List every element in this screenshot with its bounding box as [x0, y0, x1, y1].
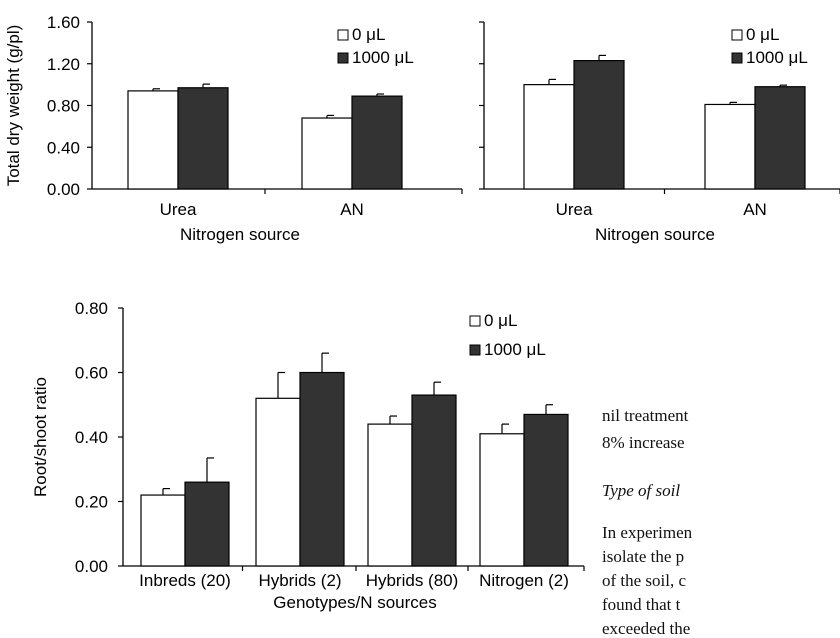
- y-tick-label: 0.00: [47, 180, 80, 199]
- y-tick-label: 0.80: [47, 97, 80, 116]
- y-tick-label: 0.20: [75, 493, 108, 512]
- legend-swatch: [469, 344, 481, 356]
- x-tick-label: Hybrids (2): [258, 571, 341, 590]
- bar-treated: [177, 87, 229, 190]
- bar-treated: [573, 60, 625, 190]
- legend-swatch: [337, 52, 349, 64]
- x-tick-label: Urea: [556, 200, 593, 219]
- chart-panel-b: Urea AN Nitrogen source 0 μL 1000 μL: [479, 21, 840, 244]
- text-line-nil-treatment: nil treatment: [602, 406, 689, 425]
- x-axis-label: Nitrogen source: [595, 225, 715, 244]
- y-tick-label: 1.60: [47, 13, 80, 32]
- text-line-increase: 8% increase: [602, 433, 685, 452]
- x-tick-label: Nitrogen (2): [479, 571, 569, 590]
- chart-panel-c: 0.00 0.20 0.40 0.60 0.80 Inbreds (20) Hybrids …: [31, 299, 585, 612]
- paragraph-line-2: isolate the p: [602, 547, 685, 566]
- paragraph-line-5: exceeded the: [602, 619, 691, 638]
- legend-label: 1000 μL: [746, 48, 808, 67]
- legend-swatch: [731, 29, 743, 41]
- legend-label: 0 μL: [352, 25, 385, 44]
- bar-treated: [184, 481, 230, 567]
- figure-canvas: 0.00 0.40 0.80 1.20 1.60 Urea AN Nitrogen sourc…: [4, 13, 840, 612]
- y-tick-label: 0.40: [75, 428, 108, 447]
- x-tick-label: Urea: [160, 200, 197, 219]
- bar-treated: [411, 394, 457, 567]
- y-tick-label: 0.40: [47, 138, 80, 157]
- legend-swatch: [469, 315, 481, 327]
- bar-control: [301, 117, 353, 190]
- x-tick-label: AN: [340, 200, 364, 219]
- bar-control: [367, 423, 413, 567]
- legend-swatch: [337, 29, 349, 41]
- legend-label: 1000 μL: [352, 48, 414, 67]
- paragraph-line-1: In experimen: [602, 523, 693, 542]
- bar-treated: [523, 413, 569, 567]
- bar-control: [479, 433, 525, 567]
- y-axis-label: Root/shoot ratio: [31, 377, 50, 497]
- x-axis-label: Nitrogen source: [180, 225, 300, 244]
- bar-treated: [351, 95, 403, 190]
- chart-panel-a: 0.00 0.40 0.80 1.20 1.60 Urea AN Nitrogen sourc…: [4, 13, 463, 244]
- y-tick-label: 0.80: [75, 299, 108, 318]
- y-tick-label: 1.20: [47, 55, 80, 74]
- bar-control: [255, 397, 301, 567]
- bar-treated: [754, 86, 806, 190]
- legend-label: 0 μL: [746, 25, 779, 44]
- section-heading: Type of soil: [602, 481, 681, 500]
- y-tick-label: 0.60: [75, 364, 108, 383]
- legend-swatch: [731, 52, 743, 64]
- x-tick-label: Inbreds (20): [139, 571, 231, 590]
- paragraph-line-3: of the soil, c: [602, 571, 687, 590]
- bar-control: [523, 84, 575, 190]
- x-tick-label: Hybrids (80): [366, 571, 459, 590]
- bar-control: [127, 90, 179, 190]
- x-axis-label: Genotypes/N sources: [273, 593, 436, 612]
- x-tick-label: AN: [743, 200, 767, 219]
- legend-label: 1000 μL: [484, 340, 546, 359]
- bar-control: [704, 103, 756, 190]
- y-tick-label: 0.00: [75, 557, 108, 576]
- bar-treated: [299, 371, 345, 567]
- paragraph-line-4: found that t: [602, 595, 681, 614]
- bar-control: [140, 494, 186, 567]
- y-axis-label: Total dry weight (g/pl): [4, 25, 23, 187]
- legend-label: 0 μL: [484, 311, 517, 330]
